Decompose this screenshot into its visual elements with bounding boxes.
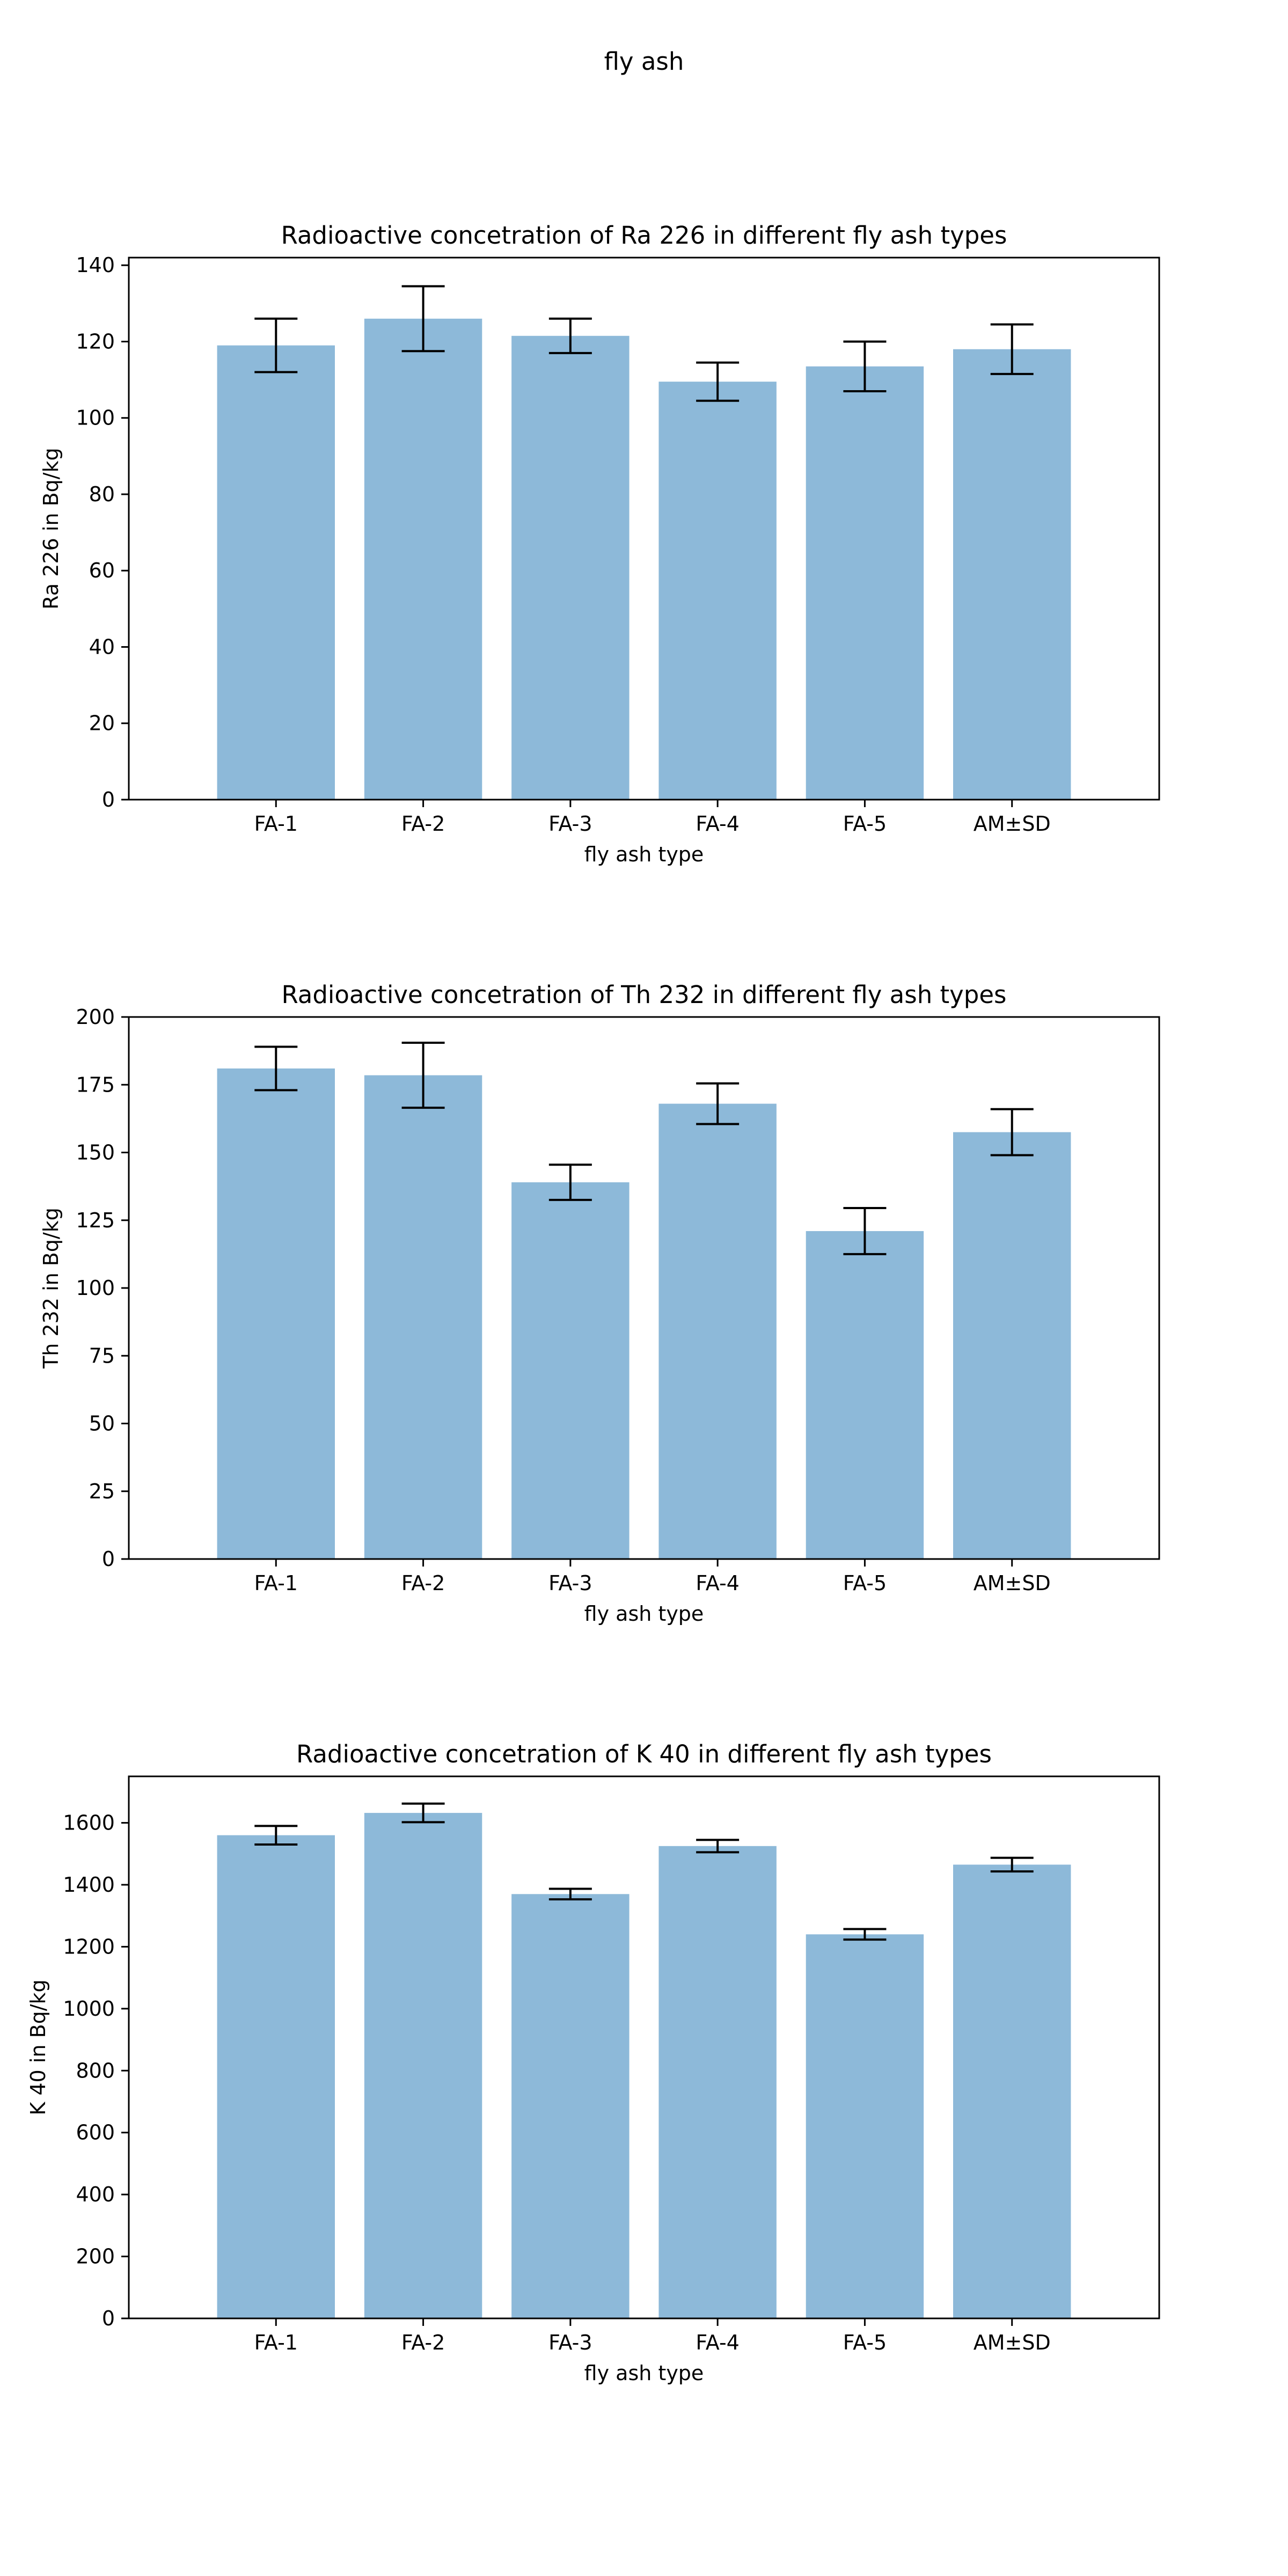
y-axis-label: K 40 in Bq/kg xyxy=(26,1979,50,2115)
x-tick-label: FA-1 xyxy=(254,812,298,836)
x-tick-label: FA-1 xyxy=(254,1571,298,1595)
y-tick-label: 150 xyxy=(76,1141,115,1165)
x-tick-label: FA-3 xyxy=(548,2331,592,2354)
bar xyxy=(806,366,924,800)
axes-frame xyxy=(128,1775,1160,2319)
y-axis-label: Th 232 in Bq/kg xyxy=(39,1208,63,1369)
y-tick-label: 75 xyxy=(89,1344,115,1367)
y-tick-label: 400 xyxy=(76,2183,115,2206)
y-tick-label: 600 xyxy=(76,2121,115,2145)
x-tick-label: FA-1 xyxy=(254,2331,298,2354)
x-tick-label: FA-4 xyxy=(696,1571,739,1595)
bar xyxy=(511,1894,630,2318)
chart-panel: 0 20 40 60 80 100 120 140 FA-1 FA-2 FA-3 FA-4 FA-5 AM… xyxy=(39,221,1160,866)
x-tick-label: AM±SD xyxy=(974,2331,1051,2354)
y-tick-label: 100 xyxy=(76,406,115,430)
bar xyxy=(658,1103,777,1559)
x-axis-label: fly ash type xyxy=(584,843,704,866)
chart-panel: 0 25 50 75 100 125 150 175 200 FA-1 FA-2 FA-3 FA-4 FA… xyxy=(39,980,1160,1626)
axes-frame xyxy=(128,257,1160,801)
y-tick-label: 800 xyxy=(76,2059,115,2082)
y-tick-label: 0 xyxy=(102,2307,115,2330)
y-axis-label: Ra 226 in Bq/kg xyxy=(39,448,63,609)
y-tick-label: 40 xyxy=(89,635,115,658)
x-axis-label: fly ash type xyxy=(584,1602,704,1626)
y-tick-label: 120 xyxy=(76,330,115,353)
y-tick-label: 125 xyxy=(76,1209,115,1232)
y-tick-label: 20 xyxy=(89,712,115,735)
x-tick-label: FA-5 xyxy=(843,1571,887,1595)
x-tick-label: FA-2 xyxy=(401,1571,445,1595)
bar xyxy=(364,1075,482,1559)
chart-title: Radioactive concetration of Ra 226 in di… xyxy=(281,221,1007,250)
y-tick-label: 0 xyxy=(102,1547,115,1571)
y-tick-label: 1000 xyxy=(63,1997,115,2021)
x-axis-label: fly ash type xyxy=(584,2361,704,2385)
x-tick-label: FA-5 xyxy=(843,2331,887,2354)
y-tick-label: 200 xyxy=(76,2245,115,2268)
bar xyxy=(217,1068,335,1559)
bar xyxy=(806,1231,924,1559)
bar xyxy=(364,318,482,800)
bar xyxy=(953,1132,1071,1559)
y-tick-label: 200 xyxy=(76,1005,115,1029)
bar xyxy=(217,345,335,800)
figure-title: fly ash xyxy=(604,47,684,76)
y-tick-label: 60 xyxy=(89,559,115,582)
y-tick-label: 25 xyxy=(89,1480,115,1503)
bar xyxy=(953,349,1071,800)
x-tick-label: FA-2 xyxy=(401,2331,445,2354)
bar xyxy=(953,1864,1071,2318)
x-tick-label: AM±SD xyxy=(974,1571,1051,1595)
chart-panel: 0 200 400 600 800 1000 1200 1400 1600 FA-1 FA-2 FA-… xyxy=(26,1740,1160,2385)
y-tick-label: 0 xyxy=(102,788,115,811)
bar xyxy=(658,382,777,800)
y-tick-label: 100 xyxy=(76,1276,115,1300)
x-tick-label: FA-4 xyxy=(696,2331,739,2354)
bar xyxy=(217,1835,335,2318)
x-tick-label: FA-5 xyxy=(843,812,887,836)
y-tick-label: 1200 xyxy=(63,1935,115,1958)
x-tick-label: FA-3 xyxy=(548,812,592,836)
bar xyxy=(511,335,630,800)
y-tick-label: 1400 xyxy=(63,1873,115,1897)
bar xyxy=(806,1934,924,2318)
x-tick-label: AM±SD xyxy=(974,812,1051,836)
chart-title: Radioactive concetration of K 40 in diff… xyxy=(296,1740,992,1768)
chart-title: Radioactive concetration of Th 232 in di… xyxy=(281,980,1006,1009)
y-tick-label: 140 xyxy=(76,253,115,277)
x-tick-label: FA-3 xyxy=(548,1571,592,1595)
y-tick-label: 1600 xyxy=(63,1811,115,1835)
y-tick-label: 175 xyxy=(76,1073,115,1096)
bar xyxy=(511,1182,630,1559)
bar xyxy=(364,1813,482,2318)
x-tick-label: FA-4 xyxy=(696,812,739,836)
y-tick-label: 50 xyxy=(89,1412,115,1436)
y-tick-label: 80 xyxy=(89,482,115,506)
bar xyxy=(658,1846,777,2318)
x-tick-label: FA-2 xyxy=(401,812,445,836)
